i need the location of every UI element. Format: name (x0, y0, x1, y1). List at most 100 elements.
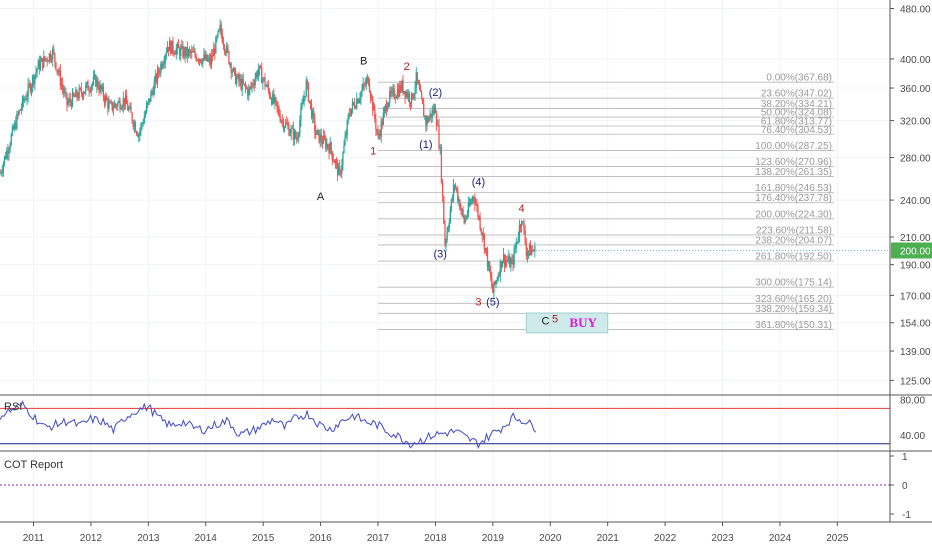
candle-body (425, 116, 427, 126)
candle-body (15, 122, 17, 129)
candle-body (145, 105, 148, 113)
candle-body (187, 50, 190, 56)
price-tick-label: 125.00 (900, 376, 931, 387)
candle-body (304, 96, 306, 98)
candle-body (205, 54, 207, 60)
fib-level-label: 23.60%(347.02) (761, 89, 832, 100)
fib-level-label: 61.80%(313.77) (761, 117, 832, 128)
candle-body (423, 104, 425, 117)
candle-body (466, 214, 468, 218)
price-tick-label: 170.00 (900, 291, 931, 302)
wave-label[interactable]: C (542, 316, 550, 328)
candle-body (198, 59, 201, 62)
candle-body (394, 97, 396, 99)
candle-body (86, 82, 88, 86)
candle-body (7, 150, 9, 155)
candle-body (63, 88, 65, 94)
candle-body (197, 59, 200, 62)
current-price-label: 200.00 (900, 246, 931, 257)
candle-body (362, 83, 364, 89)
candle-body (164, 55, 166, 63)
candle-body (152, 91, 154, 95)
candle-body (46, 58, 48, 62)
fibonacci-retracement[interactable]: 0.00%(367.68) 23.60%(347.02)38.20%(334.21… (378, 73, 834, 331)
buy-target-box[interactable] (525, 312, 609, 334)
candle-body (395, 97, 398, 99)
candle-body (84, 91, 86, 94)
fib-level-label: 0.00%(367.68) (766, 73, 832, 84)
wave-label[interactable]: 5 (552, 314, 558, 326)
wave-label[interactable]: 1 (370, 146, 376, 158)
wave-label[interactable]: 2 (404, 61, 410, 73)
candle-body (34, 74, 36, 84)
candle-body (125, 95, 128, 105)
price-tick-label: 360.00 (900, 84, 931, 95)
time-tick-label: 2015 (252, 533, 275, 544)
candle-body (524, 230, 526, 244)
candle-body (281, 120, 283, 122)
candle-body (386, 106, 389, 111)
candle-body (491, 277, 493, 287)
candle-body (332, 159, 335, 161)
candle-body (47, 61, 49, 63)
wave-label[interactable]: B (360, 55, 367, 67)
cot-report-pane[interactable]: COT Report 1 0 -1 (0, 450, 932, 521)
candle-body (11, 126, 14, 135)
candle-body (336, 162, 339, 176)
candle-body (248, 89, 250, 96)
wave-label[interactable]: (3) (433, 248, 446, 260)
candle-body (460, 209, 462, 211)
candle-body (102, 86, 105, 98)
candle-body (252, 83, 254, 85)
candle-body (522, 221, 524, 224)
candle-body (298, 133, 300, 138)
candle-body (56, 69, 58, 71)
candle-body (403, 90, 405, 93)
rsi-line (0, 400, 537, 449)
candle-body (496, 279, 498, 281)
candle-body (469, 202, 472, 206)
price-tick-label: 240.00 (900, 196, 931, 207)
candle-body (515, 242, 517, 249)
candle-body (196, 59, 198, 61)
price-tick-label: 280.00 (900, 153, 931, 164)
candle-body (212, 55, 214, 57)
elliott-wave-labels[interactable]: A B 1 2 (2) (1) (3) (4) (5) 3 4 C 5 (317, 55, 558, 327)
candle-body (88, 90, 90, 92)
candle-body (9, 144, 11, 150)
candle-body (364, 84, 366, 86)
candle-body (333, 160, 336, 164)
candle-body (330, 142, 332, 152)
wave-label[interactable]: (4) (472, 177, 485, 189)
candle-body (379, 134, 381, 137)
candle-body (439, 146, 441, 149)
candle-body (44, 56, 46, 60)
candle-body (114, 103, 117, 106)
candle-body (400, 84, 402, 91)
wave-label[interactable]: 3 (475, 296, 481, 308)
candle-body (89, 90, 91, 92)
candle-body (384, 105, 387, 109)
candle-body (61, 83, 64, 89)
candle-body (363, 83, 365, 85)
candle-body (12, 126, 15, 130)
candle-body (176, 43, 179, 49)
wave-label[interactable]: (1) (419, 139, 432, 151)
wave-label[interactable]: 4 (518, 203, 524, 215)
candle-body (35, 71, 37, 75)
candle-body (511, 259, 513, 262)
rsi-pane[interactable]: RSI 80.00 40.00 (0, 394, 932, 449)
candle-body (509, 256, 511, 268)
candle-body (375, 118, 377, 130)
fib-level-label: 76.40%(304.53) (761, 125, 832, 136)
wave-label[interactable]: A (317, 191, 325, 203)
candle-body (321, 141, 324, 144)
wave-label[interactable]: (2) (429, 87, 442, 99)
wave-label[interactable]: (5) (486, 296, 499, 308)
candle-body (202, 58, 204, 64)
time-tick-label: 2019 (482, 533, 505, 544)
candle-body (243, 83, 246, 85)
candle-body (293, 131, 296, 140)
candle-body (154, 75, 156, 82)
